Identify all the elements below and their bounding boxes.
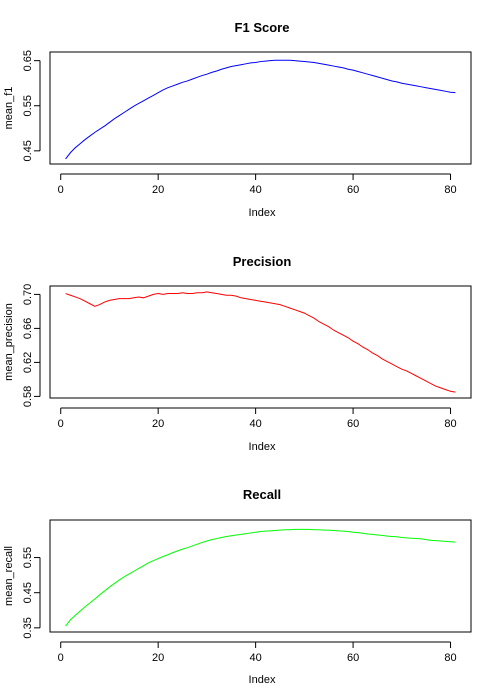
panel-recall-x-axis: 0 20 40 60 80	[58, 641, 457, 664]
panel-precision-y-label: mean_precision	[3, 303, 15, 381]
panel-recall-x-tick-label: 0	[58, 652, 64, 664]
panel-f1-x-axis: 0 20 40 60 80	[58, 173, 457, 196]
panel-recall-plot-area	[49, 519, 472, 633]
panel-f1-x-tick-label: 60	[347, 184, 359, 196]
f1-series-line	[65, 59, 456, 160]
panel-precision-x-tick-label: 60	[347, 418, 359, 430]
panel-recall-y-axis: 0.35 0.45 0.55	[22, 547, 41, 639]
panel-recall-x-tick-label: 40	[250, 652, 262, 664]
panel-f1-title: F1 Score	[235, 20, 290, 35]
panel-f1-y-label: mean_f1	[3, 87, 15, 130]
panel-recall-x-tick-label: 20	[152, 652, 164, 664]
panel-recall: Recall 0 20 40 60 80 0.35 0.45 0.55 Index mean…	[3, 487, 472, 686]
panel-recall-title: Recall	[243, 487, 281, 502]
panel-precision-plot-area	[49, 285, 472, 399]
panel-precision-x-axis: 0 20 40 60 80	[58, 407, 457, 430]
panel-precision: Precision 0 20 40 60 80 0.58 0.62 0.66 0.70 Ind…	[3, 254, 472, 453]
panel-f1-x-tick-label: 80	[444, 184, 456, 196]
panel-precision-x-label: Index	[249, 441, 276, 453]
panel-precision-x-tick-label: 0	[58, 418, 64, 430]
panel-f1-y-tick-label: 0.45	[22, 140, 34, 161]
panel-f1-y-tick-label: 0.65	[22, 50, 34, 71]
panel-recall-y-tick-label: 0.55	[22, 547, 34, 568]
precision-series-line	[65, 291, 456, 393]
panel-f1-x-tick-label: 20	[152, 184, 164, 196]
panel-precision-y-axis: 0.58 0.62 0.66 0.70	[22, 284, 41, 407]
panel-f1-x-label: Index	[249, 207, 276, 219]
panel-precision-title: Precision	[233, 254, 292, 269]
panel-precision-x-tick-label: 80	[444, 418, 456, 430]
panel-precision-y-tick-label: 0.66	[22, 318, 34, 339]
panel-recall-x-tick-label: 60	[347, 652, 359, 664]
panel-f1-x-tick-label: 40	[250, 184, 262, 196]
panel-f1-plot-area	[49, 51, 472, 165]
panel-f1-y-tick-label: 0.55	[22, 95, 34, 116]
panel-recall-x-label: Index	[249, 674, 276, 686]
panel-precision-y-tick-label: 0.70	[22, 284, 34, 305]
panel-f1: F1 Score 0 20 40 60 80 0.45 0.55 0.65 Index me…	[3, 20, 472, 219]
panel-recall-y-tick-label: 0.35	[22, 617, 34, 638]
panel-precision-x-tick-label: 40	[250, 418, 262, 430]
panel-precision-y-tick-label: 0.62	[22, 352, 34, 373]
panel-f1-y-axis: 0.45 0.55 0.65	[22, 50, 41, 162]
panel-recall-y-tick-label: 0.45	[22, 582, 34, 603]
panel-f1-x-tick-label: 0	[58, 184, 64, 196]
recall-series-line	[65, 528, 456, 627]
panel-precision-x-tick-label: 20	[152, 418, 164, 430]
panel-recall-y-label: mean_recall	[3, 546, 15, 606]
panel-recall-x-tick-label: 80	[444, 652, 456, 664]
panel-precision-y-tick-label: 0.58	[22, 386, 34, 407]
